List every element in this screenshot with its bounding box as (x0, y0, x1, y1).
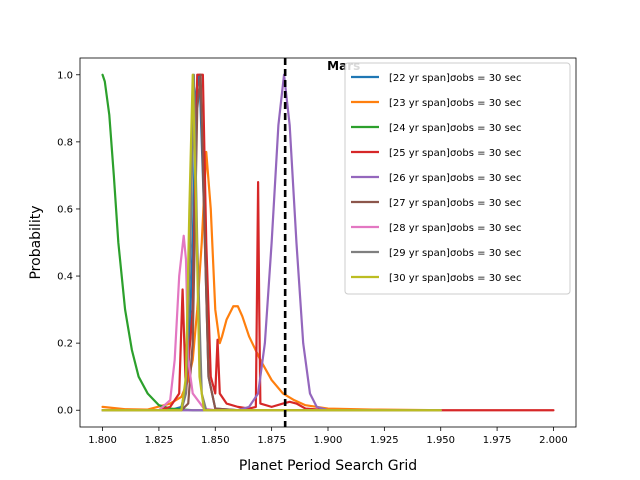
legend-label: [29 yr span]σobs = 30 sec (389, 248, 521, 259)
y-tick-label: 0.4 (57, 272, 73, 283)
x-axis-label: Planet Period Search Grid (239, 458, 417, 474)
y-tick-label: 1.0 (57, 70, 73, 81)
legend: [22 yr span]σobs = 30 sec [23 yr span]σob… (344, 62, 571, 295)
legend-label: [28 yr span]σobs = 30 sec (389, 223, 521, 234)
legend-box (344, 62, 571, 295)
y-tick-label: 0.8 (57, 137, 73, 148)
y-axis-label: Probability (28, 205, 44, 279)
x-tick-label: 1.875 (257, 435, 286, 446)
series-line-3 (101, 73, 442, 412)
x-tick-label: 1.825 (145, 435, 174, 446)
x-tick-label: 1.900 (314, 435, 343, 446)
y-tick-label: 0.6 (57, 204, 73, 215)
x-tick-label: 1.800 (88, 435, 117, 446)
y-tick-label: 0.2 (57, 339, 73, 350)
legend-label: [30 yr span]σobs = 30 sec (389, 273, 521, 284)
legend-label: [22 yr span]σobs = 30 sec (389, 73, 521, 84)
legend-label: [25 yr span]σobs = 30 sec (389, 148, 521, 159)
legend-label: [27 yr span]σobs = 30 sec (389, 198, 521, 209)
legend-label: [24 yr span]σobs = 30 sec (389, 123, 521, 134)
x-tick-label: 1.850 (201, 435, 230, 446)
x-tick-label: 1.925 (370, 435, 399, 446)
plot-lines (101, 73, 555, 412)
x-tick-label: 2.000 (539, 435, 568, 446)
x-axis-ticks: 1.800 1.825 1.850 1.875 1.900 1.925 1.950 1.975… (88, 427, 568, 446)
series-line-9 (101, 73, 442, 412)
x-tick-label: 1.975 (483, 435, 512, 446)
x-tick-label: 1.950 (426, 435, 455, 446)
legend-label: [26 yr span]σobs = 30 sec (389, 173, 521, 184)
y-tick-label: 0.0 (57, 406, 73, 417)
y-axis-ticks: 0.0 0.2 0.4 0.6 0.8 1.0 (57, 70, 80, 417)
legend-label: [23 yr span]σobs = 30 sec (389, 98, 521, 109)
series-line-6 (101, 73, 442, 412)
